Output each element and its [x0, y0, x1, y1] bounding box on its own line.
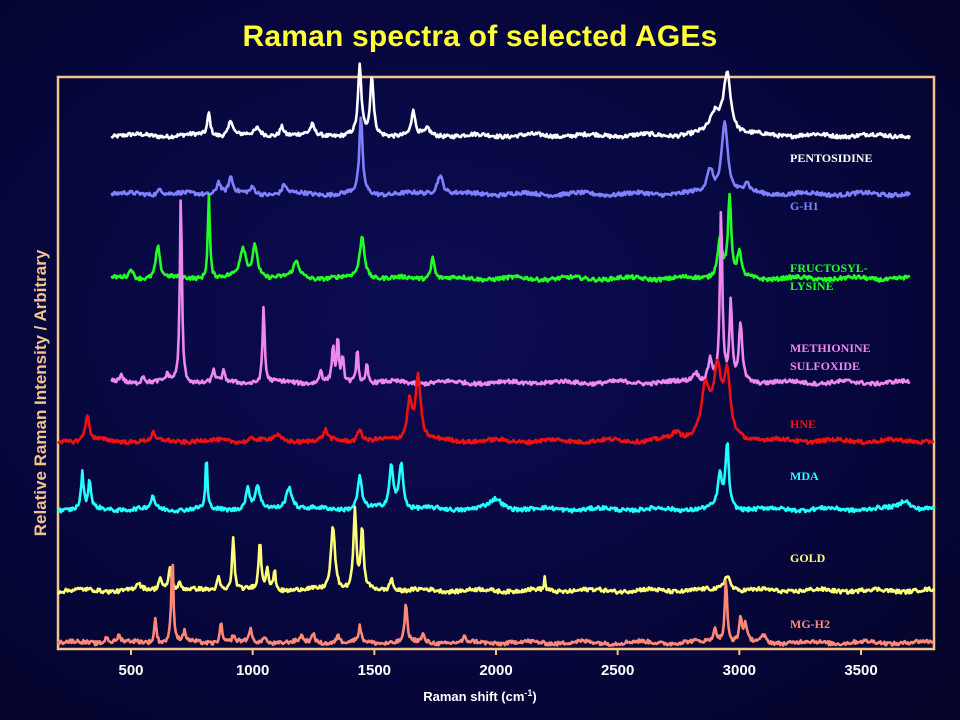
- y-axis-label: Relative Raman Intensity / Arbitrary: [31, 249, 50, 536]
- series-line: [56, 442, 936, 514]
- spectra-traces: [56, 62, 936, 647]
- x-tick-label: 2500: [601, 662, 634, 679]
- series-line: [56, 563, 935, 647]
- chart-title: Raman spectra of selected AGEs: [242, 20, 718, 53]
- series-label: MDA: [790, 469, 819, 483]
- series-line: [110, 116, 911, 199]
- x-tick-label: 3500: [844, 662, 877, 679]
- series-label: METHIONINE SULFOXIDE: [790, 341, 871, 373]
- series-line: [56, 505, 936, 596]
- x-tick-label: 3000: [723, 662, 756, 679]
- series-label: GOLD: [790, 551, 826, 565]
- series-label: MG-H2: [790, 617, 830, 631]
- x-tick-label: 1000: [236, 662, 269, 679]
- series-label: HNE: [790, 417, 816, 431]
- series-label: G-H1: [790, 199, 819, 213]
- x-tick-label: 1500: [358, 662, 391, 679]
- series-line: [110, 62, 911, 140]
- series-label: FRUCTOSYL-LYSINE: [790, 261, 868, 293]
- series-line: [110, 192, 911, 283]
- x-axis-label: Raman shift (cm-1): [423, 688, 537, 704]
- x-tick-label: 2000: [479, 662, 512, 679]
- series-labels: PENTOSIDINE G-H1 FRUCTOSYL-LYSINE METHIONIN…: [790, 151, 872, 631]
- series-line: [110, 199, 911, 388]
- x-tick-label: 500: [118, 662, 143, 679]
- series-label: PENTOSIDINE: [790, 151, 872, 165]
- series-line: [56, 358, 935, 446]
- x-axis-ticks: 500 1000 1500 2000 2500 3000 3500: [118, 649, 878, 679]
